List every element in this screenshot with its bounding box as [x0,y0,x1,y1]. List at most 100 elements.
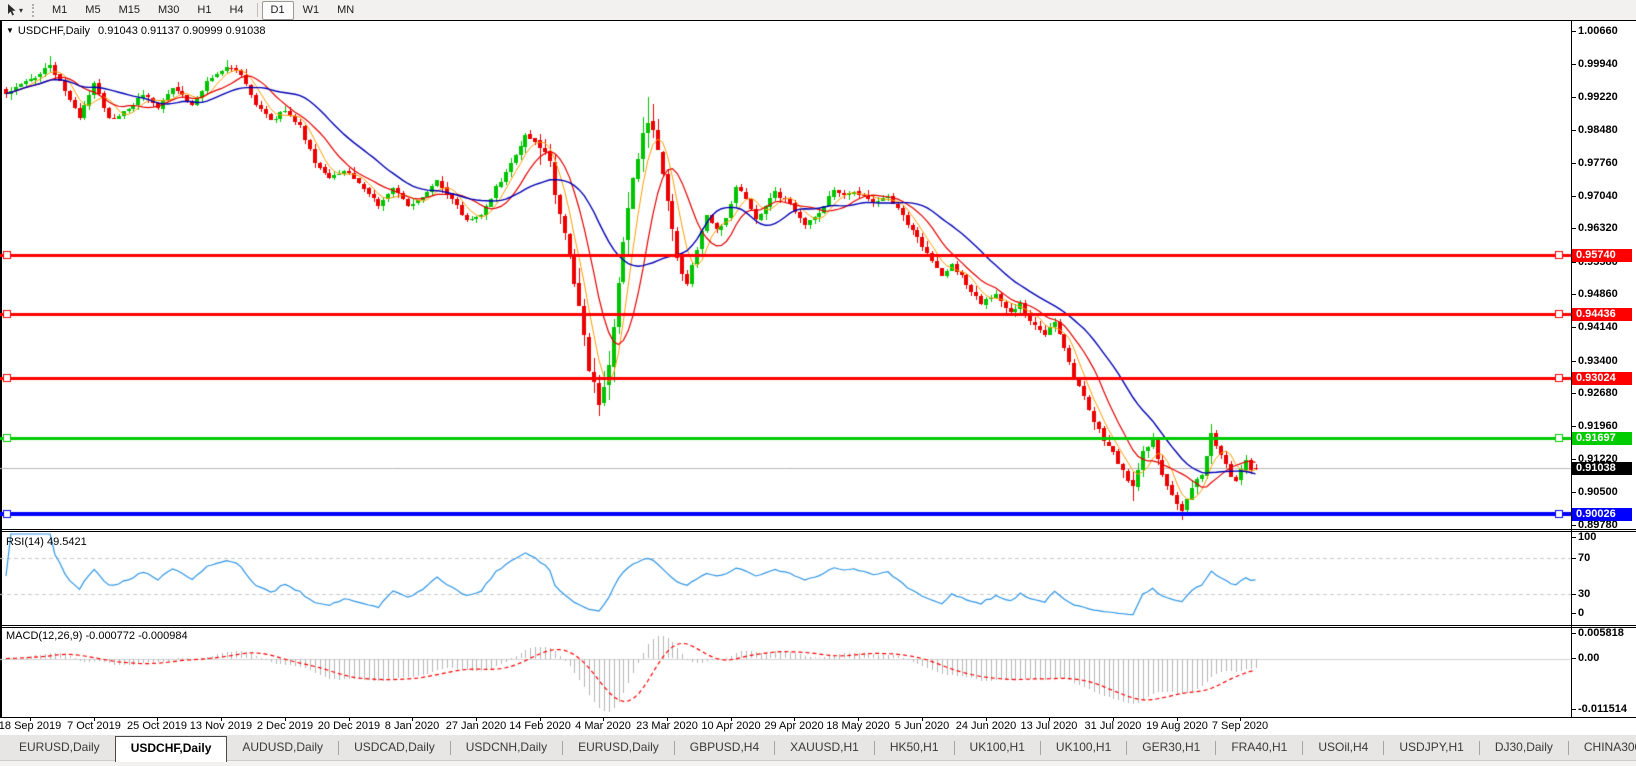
price-axis-label: 0.99940 [1571,58,1634,70]
tab-usdcnh-daily-4[interactable]: USDCNH,Daily [465,740,548,754]
macd-name: MACD(12,26,9) [6,630,83,642]
date-tick [540,718,541,721]
tab-separator [1039,741,1041,755]
chart-dropdown-icon[interactable]: ▼ [6,26,14,35]
date-axis-label: 23 Mar 2020 [636,720,698,732]
date-axis-label: 10 Apr 2020 [701,720,761,732]
price-axis-label: 0.91960 [1571,420,1634,432]
date-axis-label: 7 Sep 2020 [1211,720,1269,732]
chart-symbol-label: USDCHF,Daily [17,25,91,37]
date-axis-label: 19 Aug 2020 [1146,720,1208,732]
tab-separator [673,741,675,755]
timeframe-button-m1[interactable]: M1 [52,3,68,16]
main-chart-canvas[interactable] [0,21,1571,530]
date-axis-label: 18 May 2020 [826,720,890,732]
date-axis-label: 4 Mar 2020 [575,720,631,732]
rsi-canvas[interactable] [0,532,1571,625]
tab-ger30-h1-11[interactable]: GER30,H1 [1142,740,1201,754]
tab-usoil-h4-13[interactable]: USOil,H4 [1318,740,1369,754]
macd-axis-label: 0.005818 [1571,627,1634,639]
tab-separator [873,741,875,755]
tab-china300-h1-16[interactable]: CHINA300,H1 [1583,740,1636,754]
price-axis-label: 0.89780 [1571,519,1634,531]
date-axis-label: 13 Nov 2019 [189,720,253,732]
tab-uk100-h1-10[interactable]: UK100,H1 [1055,740,1112,754]
toolbar-grip-handle[interactable] [32,3,38,17]
tab-separator [449,741,451,755]
current-price-label: 0.91038 [1572,462,1632,475]
tab-separator [338,741,340,755]
tab-separator [1383,741,1385,755]
rsi-panel-top-border [0,531,1636,532]
rsi-axis-label: 70 [1571,552,1634,564]
tab-audusd-daily-2[interactable]: AUDUSD,Daily [242,740,324,754]
date-tick [1177,718,1178,721]
tab-usdchf-daily-1[interactable]: USDCHF,Daily [114,736,228,762]
date-axis-label: 13 Jul 2020 [1020,720,1078,732]
chart-tool-button[interactable]: ▾ [0,1,30,19]
date-axis-label: 8 Jan 2020 [384,720,440,732]
price-axis-label: 0.97760 [1571,157,1634,169]
date-axis-label: 5 Jun 2020 [894,720,950,732]
tab-separator [1478,741,1480,755]
tab-bar-strip [0,760,1636,766]
macd-axis-label: 0.00 [1571,652,1634,664]
main-panel-top-border [0,20,1636,21]
timeframe-button-d1[interactable]: D1 [261,0,294,20]
date-tick [858,718,859,721]
date-axis-label: 27 Jan 2020 [445,720,507,732]
tab-separator [774,741,776,755]
tab-usdcad-daily-3[interactable]: USDCAD,Daily [354,740,435,754]
date-axis-label: 20 Dec 2019 [317,720,381,732]
timeframe-button-h4[interactable]: H4 [229,3,244,16]
tab-eurusd-daily-5[interactable]: EURUSD,Daily [578,740,659,754]
date-tick [1240,718,1241,721]
date-axis-label: 7 Oct 2019 [67,720,121,732]
tab-separator [1567,741,1569,755]
date-tick [603,718,604,721]
tab-separator [1302,741,1304,755]
timeframe-button-m5[interactable]: M5 [85,3,101,16]
macd-panel-top-border [0,627,1636,628]
timeframe-buttons: M1 M5 M15 M30 H1 H4 D1 W1 MN [43,0,363,20]
price-axis-label: 0.98480 [1571,124,1634,136]
date-axis-label: 31 Jul 2020 [1084,720,1142,732]
tab-hk50-h1-8[interactable]: HK50,H1 [889,740,939,754]
rsi-axis-label: 30 [1571,588,1634,600]
price-axis-label: 0.92680 [1571,387,1634,399]
macd-canvas[interactable] [0,628,1571,717]
date-axis-label: 25 Oct 2019 [127,720,187,732]
tab-separator [562,741,564,755]
date-tick [731,718,732,721]
date-tick [1049,718,1050,721]
rsi-axis-label: 0 [1571,607,1634,619]
date-tick [221,718,222,721]
tab-xauusd-h1-7[interactable]: XAUUSD,H1 [790,740,859,754]
timeframe-toolbar: ▾ M1 M5 M15 M30 H1 H4 D1 W1 MN [0,0,1636,20]
chart-tab-bar: EURUSD,Daily USDCHF,Daily AUDUSD,Daily USDC… [0,735,1636,766]
timeframe-button-m15[interactable]: M15 [118,3,140,16]
timeframe-button-m30[interactable]: M30 [157,3,180,16]
date-axis-label: 2 Dec 2019 [256,720,314,732]
price-axis-label: 0.94140 [1571,321,1634,333]
timeframe-button-w1[interactable]: W1 [302,3,320,16]
date-tick [412,718,413,721]
tab-dj30-daily-15[interactable]: DJ30,Daily [1494,740,1553,754]
rsi-panel-bottom-border [0,625,1636,626]
toolbar-separator [256,3,258,17]
price-axis-label: 0.96320 [1571,222,1634,234]
tab-gbpusd-h4-6[interactable]: GBPUSD,H4 [689,740,760,754]
timeframe-button-mn[interactable]: MN [337,3,355,16]
tab-eurusd-daily-0[interactable]: EURUSD,Daily [19,740,100,754]
cursor-icon [7,3,16,15]
date-tick [476,718,477,721]
date-tick [1113,718,1114,721]
chevron-down-icon: ▾ [18,5,23,15]
tab-fra40-h1-12[interactable]: FRA40,H1 [1231,740,1288,754]
tab-usdjpy-h1-14[interactable]: USDJPY,H1 [1399,740,1464,754]
date-tick [94,718,95,721]
price-axis-label: 0.94860 [1571,288,1634,300]
tab-uk100-h1-9[interactable]: UK100,H1 [969,740,1025,754]
timeframe-button-h1[interactable]: H1 [197,3,212,16]
macd-panel-bottom-border [0,717,1636,718]
